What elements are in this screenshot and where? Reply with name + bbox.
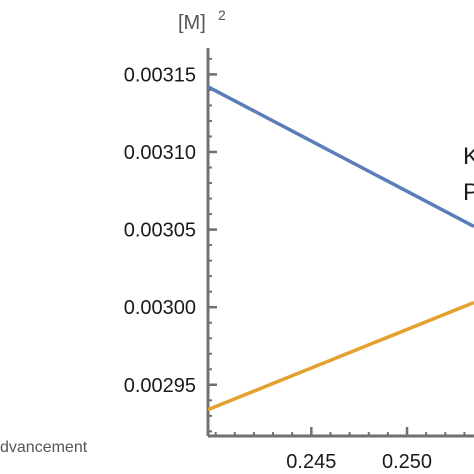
- series-layer: [207, 85, 474, 412]
- y-tick-label: 0.00305: [124, 220, 196, 242]
- y-axis-label-superscript: 2: [218, 7, 226, 23]
- y-tick-label: 0.00315: [124, 64, 196, 86]
- x-axis-label: dvancement: [0, 439, 88, 456]
- y-tick-label: 0.00295: [124, 375, 196, 397]
- annotation-k: K: [463, 143, 474, 170]
- tick-layer: 0.00295 0.00300 0.00305 0.00310 0.00315 0.245…: [124, 64, 432, 473]
- x-tick-label: 0.250: [382, 451, 432, 473]
- axes: [206, 48, 474, 438]
- series-line-2: [207, 300, 474, 412]
- series-line-1: [207, 85, 474, 229]
- y-axis-label: [M]: [178, 12, 206, 34]
- y-tick-label: 0.00300: [124, 297, 196, 319]
- y-tick-label: 0.00310: [124, 142, 196, 164]
- x-tick-label: 0.245: [286, 451, 336, 473]
- annotation-p: P: [463, 179, 474, 206]
